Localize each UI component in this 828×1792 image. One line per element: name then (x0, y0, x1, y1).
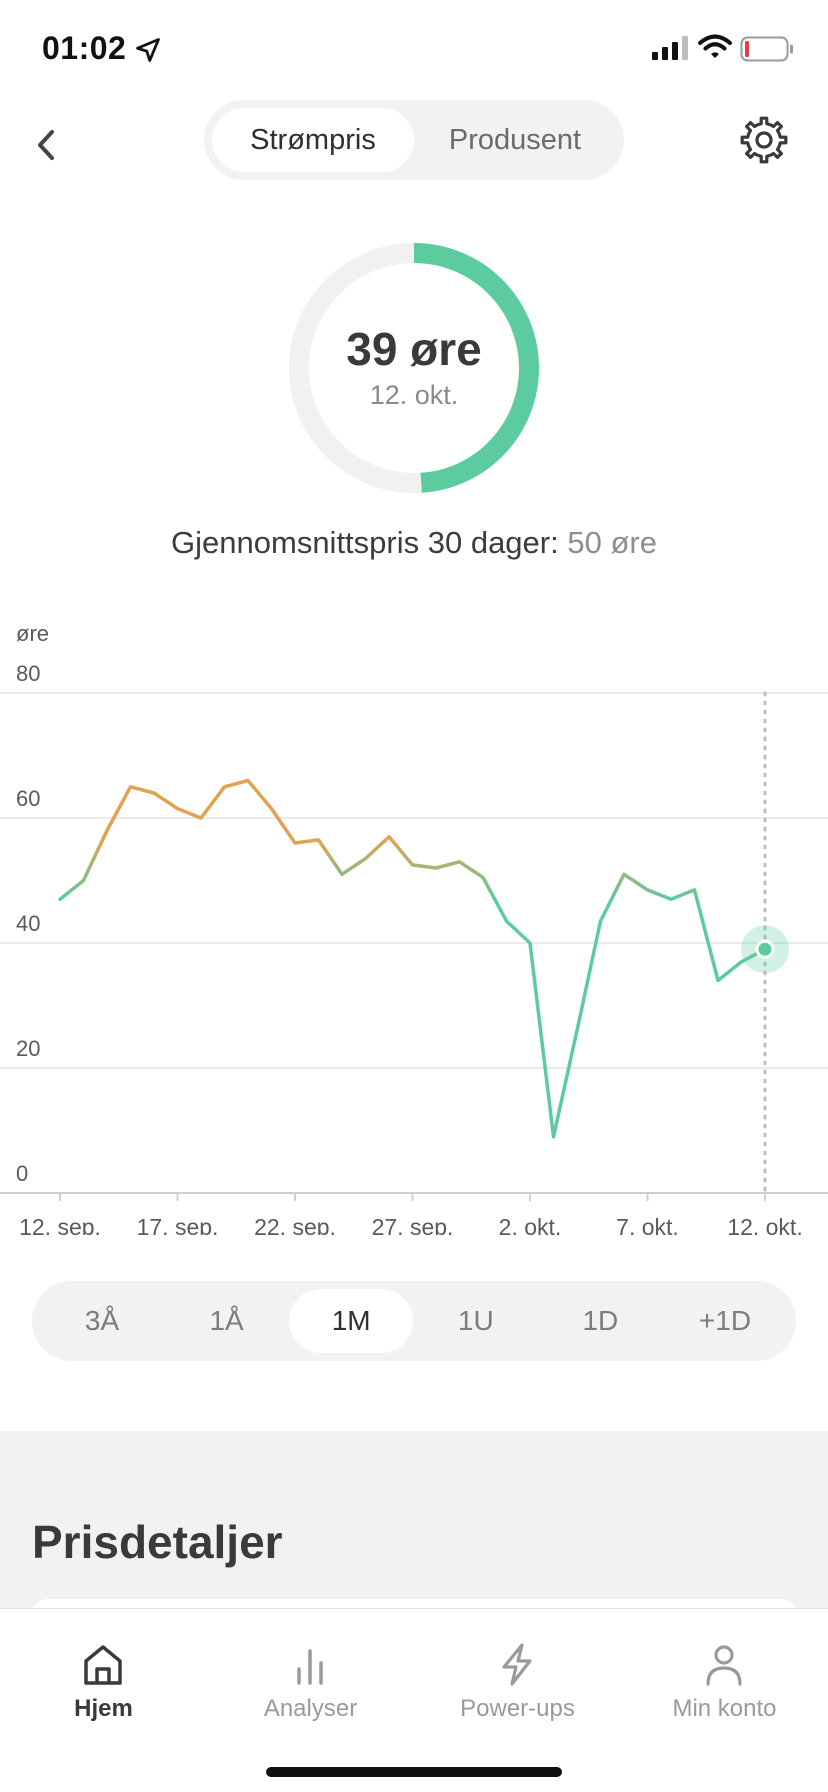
highlight-point (755, 939, 775, 959)
range-option-1m[interactable]: 1M (289, 1289, 414, 1353)
chevron-left-icon[interactable] (26, 122, 66, 168)
header: Strømpris Produsent (0, 100, 828, 200)
tab-strompris[interactable]: Strømpris (212, 108, 414, 172)
price-gauge (289, 243, 539, 493)
price-chart[interactable]: øre 0 20 40 60 80 12. sep. 17. sep. 22. sep. 27… (0, 615, 828, 1235)
bottom-tab-bar: Hjem Analyser Power-ups Min konto (0, 1608, 828, 1792)
tab-label-analyser: Analyser (263, 1695, 358, 1722)
current-price-date: 12. okt. (369, 380, 459, 410)
lightning-icon (502, 1643, 532, 1686)
range-selector: 3Å 1Å 1M 1U 1D +1D (32, 1281, 796, 1361)
price-source-toggle: Strømpris Produsent (204, 100, 624, 180)
y-tick-label: 20 (16, 1036, 40, 1061)
tab-analyser[interactable]: Analyser (207, 1609, 414, 1739)
battery-low-icon (740, 36, 793, 62)
tab-label-hjem: Hjem (74, 1695, 133, 1722)
y-axis-label: øre (16, 621, 49, 646)
range-option-1u[interactable]: 1U (457, 1305, 494, 1336)
y-tick-label: 0 (16, 1161, 28, 1186)
x-tick-label: 2. okt. (499, 1214, 562, 1235)
tab-hjem[interactable]: Hjem (0, 1609, 207, 1739)
location-arrow-icon (136, 38, 160, 62)
tab-min-konto[interactable]: Min konto (621, 1609, 828, 1739)
tab-label-power-ups: Power-ups (460, 1695, 575, 1722)
current-price: 39 øre (346, 323, 482, 375)
x-tick-label: 22. sep. (254, 1214, 336, 1235)
home-icon (84, 1645, 122, 1685)
average-price-line: Gjennomsnittspris 30 dager: 50 øre (0, 525, 828, 561)
status-bar: 01:02 (0, 0, 828, 100)
average-price-label: Gjennomsnittspris 30 dager: (171, 525, 559, 560)
user-icon (706, 1645, 742, 1686)
bar-chart-icon (297, 1649, 323, 1685)
y-tick-label: 40 (16, 911, 40, 936)
range-option-1d[interactable]: 1D (582, 1305, 619, 1336)
gauge-fill (413, 243, 539, 493)
x-tick-label: 7. okt. (616, 1214, 679, 1235)
x-tick-label: 27. sep. (372, 1214, 454, 1235)
wifi-icon (698, 34, 732, 58)
tab-label-min-konto: Min konto (672, 1695, 777, 1722)
price-details-title: Prisdetaljer (32, 1516, 283, 1568)
home-indicator (266, 1767, 562, 1777)
gear-icon[interactable] (738, 114, 790, 166)
x-tick-label: 12. sep. (19, 1214, 101, 1235)
range-option-x1d[interactable]: +1D (698, 1305, 752, 1336)
status-time: 01:02 (42, 30, 127, 66)
range-option-1x[interactable]: 1Å (209, 1305, 244, 1336)
price-details-section: Prisdetaljer (0, 1431, 828, 1629)
y-tick-label: 80 (16, 661, 40, 686)
tab-power-ups[interactable]: Power-ups (414, 1609, 621, 1739)
price-line (58, 778, 767, 1139)
x-tick-label: 12. okt. (727, 1214, 802, 1235)
x-tick-label: 17. sep. (137, 1214, 219, 1235)
range-option-3x[interactable]: 3Å (84, 1305, 120, 1336)
tab-produsent[interactable]: Produsent (448, 123, 582, 156)
average-price-value: 50 øre (567, 525, 657, 560)
cellular-signal-icon (652, 36, 688, 60)
y-tick-label: 60 (16, 786, 40, 811)
